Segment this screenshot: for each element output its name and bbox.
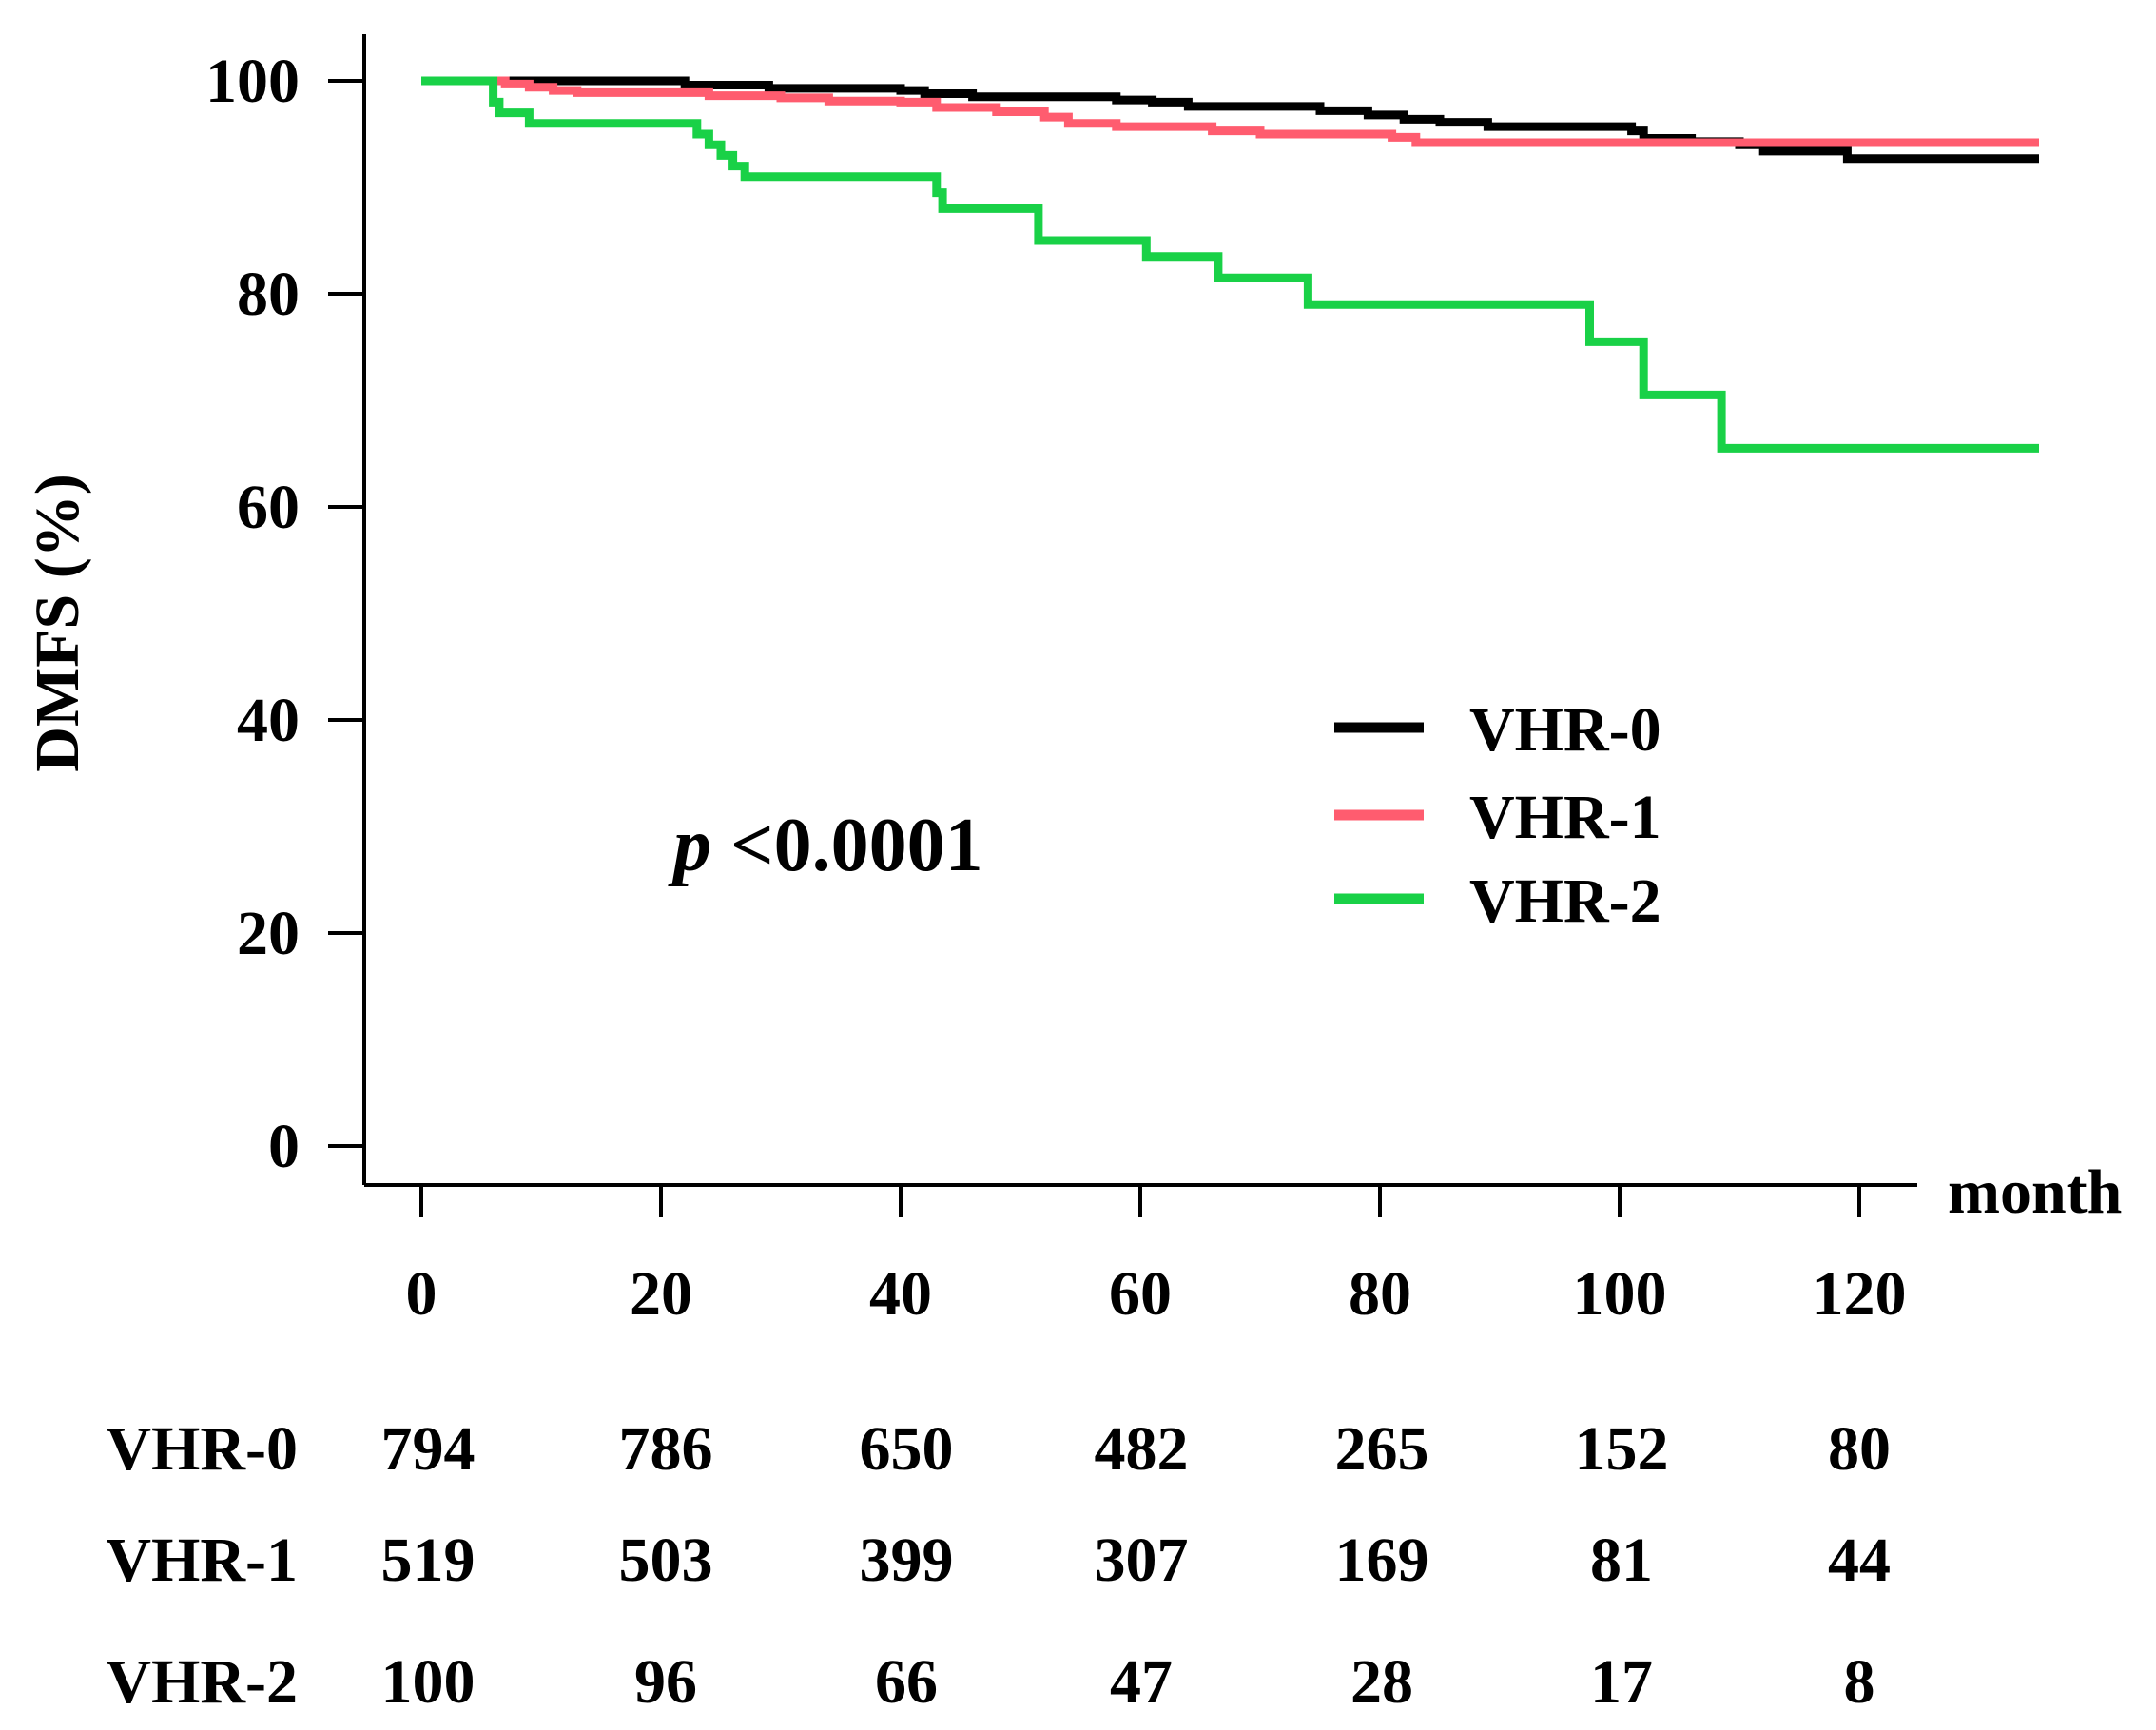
x-tick-label: 40 [869, 1259, 932, 1329]
y-tick-label: 80 [237, 260, 300, 329]
p-value-text: <0.0001 [711, 804, 983, 887]
risk-cell: 650 [860, 1414, 954, 1484]
risk-cell: 786 [619, 1414, 713, 1484]
risk-cell: 794 [381, 1414, 476, 1484]
p-value-annotation: p <0.0001 [668, 804, 983, 887]
axes [362, 34, 1917, 1187]
series-line-vhr-2 [421, 76, 2039, 453]
x-axis-label: month [1948, 1157, 2122, 1227]
risk-table: VHR-0 794 786 650 482 265 152 80 VHR-1 519 503 399 3… [106, 1414, 1891, 1717]
p-value-italic: p [668, 804, 711, 887]
risk-cell: 96 [634, 1647, 697, 1717]
risk-cell: 169 [1335, 1526, 1429, 1595]
risk-cell: 307 [1095, 1526, 1189, 1595]
y-ticks: 0 20 40 60 80 100 [205, 47, 364, 1181]
risk-cell: 80 [1828, 1414, 1891, 1484]
legend: VHR-0 VHR-1 VHR-2 [1334, 695, 1661, 936]
x-tick-label: 0 [406, 1259, 437, 1329]
y-tick-label: 100 [205, 47, 300, 116]
risk-cell: 8 [1844, 1647, 1875, 1717]
x-ticks: 0 20 40 60 80 100 120 [406, 1185, 1907, 1329]
x-tick-label: 120 [1813, 1259, 1907, 1329]
x-tick-label: 80 [1349, 1259, 1411, 1329]
y-tick-label: 60 [237, 473, 300, 542]
legend-label: VHR-1 [1469, 783, 1661, 852]
series-lines [421, 76, 2039, 453]
risk-cell: 152 [1575, 1414, 1669, 1484]
y-axis-label: DMFS (%) [23, 474, 92, 771]
y-tick-label: 20 [237, 899, 300, 968]
x-tick-label: 20 [630, 1259, 692, 1329]
series-line-vhr-1 [421, 76, 2039, 147]
risk-cell: 482 [1095, 1414, 1189, 1484]
risk-cell: 17 [1590, 1647, 1653, 1717]
legend-label: VHR-0 [1469, 695, 1661, 765]
risk-row-label: VHR-2 [106, 1647, 298, 1717]
risk-cell: 519 [381, 1526, 476, 1595]
risk-cell: 503 [619, 1526, 713, 1595]
x-tick-label: 100 [1573, 1259, 1667, 1329]
risk-cell: 399 [860, 1526, 954, 1595]
risk-cell: 81 [1590, 1526, 1653, 1595]
risk-row-label: VHR-1 [106, 1526, 298, 1595]
risk-cell: 28 [1350, 1647, 1413, 1717]
legend-label: VHR-2 [1469, 866, 1661, 936]
x-tick-label: 60 [1109, 1259, 1172, 1329]
y-tick-label: 0 [268, 1112, 300, 1181]
risk-cell: 265 [1335, 1414, 1429, 1484]
risk-cell: 100 [381, 1647, 476, 1717]
risk-row-label: VHR-0 [106, 1414, 298, 1484]
risk-cell: 66 [875, 1647, 938, 1717]
risk-cell: 44 [1828, 1526, 1891, 1595]
y-tick-label: 40 [237, 686, 300, 755]
risk-cell: 47 [1110, 1647, 1173, 1717]
